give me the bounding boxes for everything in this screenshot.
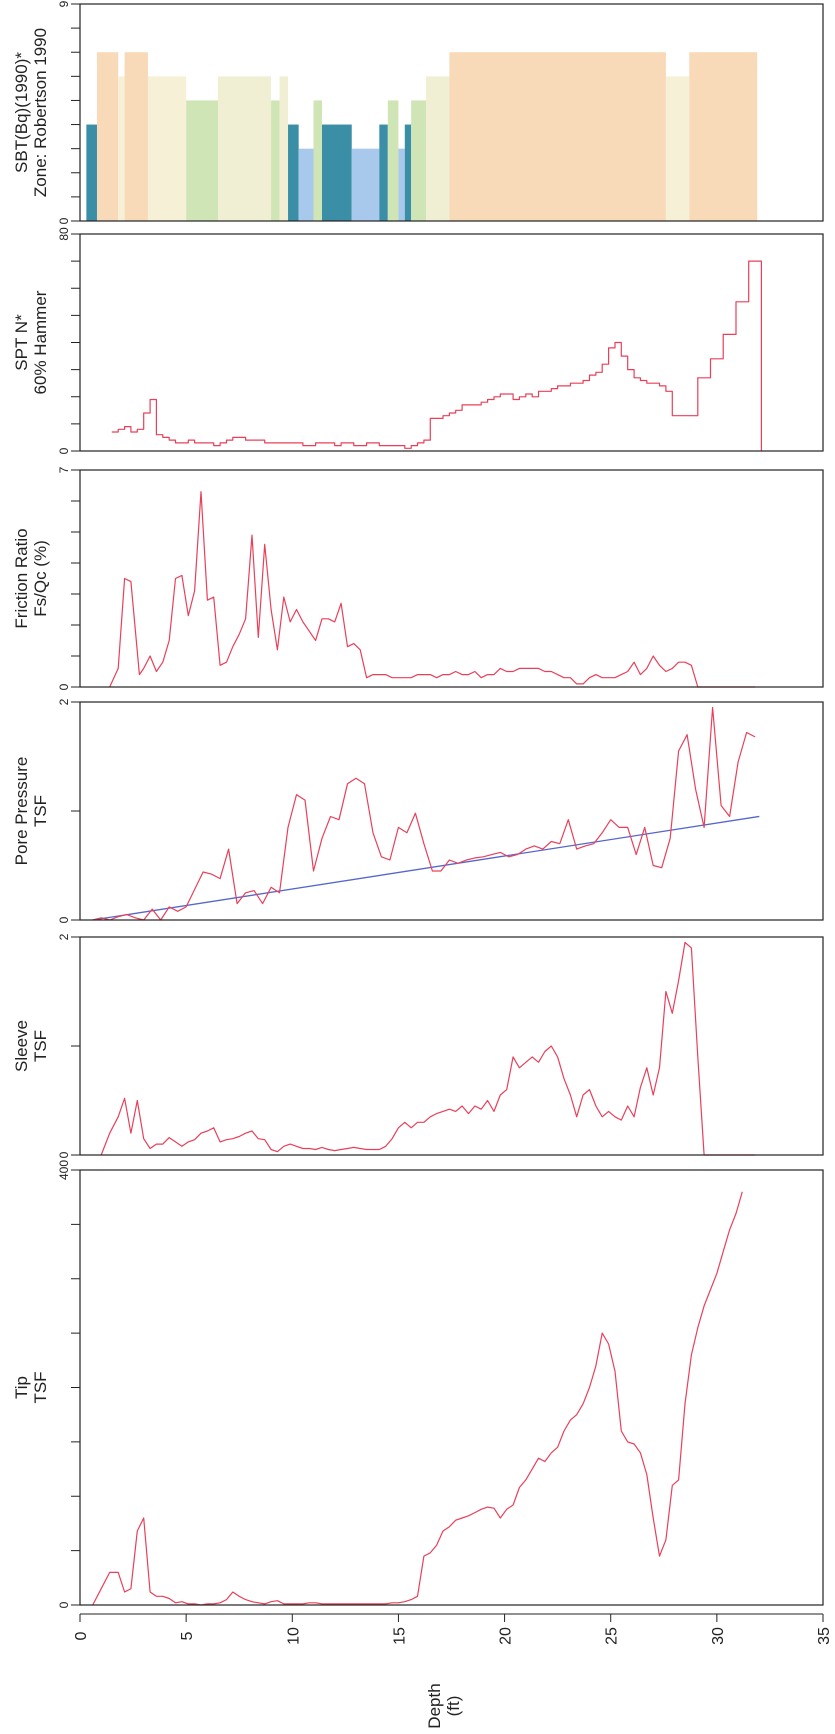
sleeve-tick-label: 2 <box>57 933 71 940</box>
depth-tick-label: 25 <box>604 1627 621 1645</box>
sleeve-axis-label: TSF <box>31 1030 50 1062</box>
sbt-zone-bar <box>351 148 380 221</box>
sbt-zone-bar <box>96 52 119 221</box>
sleeve-series-line <box>100 941 756 1156</box>
depth-tick-label: 0 <box>73 1631 90 1640</box>
sbt-tick-label: 9 <box>57 0 71 7</box>
spt-frame <box>79 233 824 452</box>
sbt-zone-bar <box>124 52 148 221</box>
spt-axis-label: SPT N* <box>12 314 31 371</box>
panel-spt: 0 80 SPT N* 60% Hammer <box>12 227 824 454</box>
pore-series-line <box>92 706 756 921</box>
tip-series-line <box>92 1191 743 1606</box>
tip-frame <box>79 1169 824 1606</box>
tip-axis-label: Tip <box>12 1376 31 1399</box>
sbt-tick-label: 0 <box>57 217 71 224</box>
panel-pore: 0 2 Pore Pressure TSF <box>12 698 824 923</box>
hydrostatic-line <box>92 815 760 921</box>
sbt-zone-bar <box>404 124 412 221</box>
sleeve-tick-label: 0 <box>57 1151 71 1158</box>
sbt-zone-bar <box>313 100 323 221</box>
pore-axis-label: Pore Pressure <box>12 757 31 866</box>
sbt-zone-bar <box>86 124 97 221</box>
pore-tick-label: 0 <box>57 916 71 923</box>
panel-friction: 0 7 Friction Ratio Fs/Qc (%) <box>12 466 824 690</box>
friction-tick-label: 0 <box>57 683 71 690</box>
spt-tick-label: 0 <box>57 447 71 454</box>
sbt-zone-bar <box>322 124 352 221</box>
panel-sbt: 0 9 SBT(Bq)(1990)* Zone: Robertson 1990 <box>12 0 824 224</box>
depth-tick-label: 15 <box>391 1627 408 1645</box>
pore-axis-label: TSF <box>31 795 50 827</box>
depth-tick-label: 10 <box>285 1627 302 1645</box>
sbt-zone-bar <box>398 148 405 221</box>
sbt-zone-bar <box>118 76 125 221</box>
friction-axis-label: Fs/Qc (%) <box>31 540 50 617</box>
panel-sleeve: 0 2 Sleeve TSF <box>12 933 824 1158</box>
sbt-zone-bar <box>288 124 299 221</box>
sbt-zone-bar <box>665 76 690 221</box>
depth-axis-label: (ft) <box>444 1696 463 1717</box>
panels-layer: 0 9 SBT(Bq)(1990)* Zone: Robertson 1990 0 80 S… <box>12 0 824 1608</box>
pore-tick-label: 2 <box>57 698 71 705</box>
tip-tick-label: 400 <box>57 1160 71 1180</box>
sbt-zone-bar <box>426 76 450 221</box>
friction-series-line <box>109 491 756 688</box>
sbt-zone-bar <box>217 76 272 221</box>
sbt-axis-label: SBT(Bq)(1990)* <box>12 52 31 173</box>
sbt-zone-bar <box>298 148 314 221</box>
friction-frame <box>79 469 824 688</box>
pore-frame <box>79 701 824 921</box>
depth-tick-label: 30 <box>710 1627 727 1645</box>
depth-axis: 0 5 10 15 20 25 30 35 Depth (ft) <box>73 1613 833 1729</box>
tip-tick-label: 0 <box>57 1601 71 1608</box>
spt-series-line <box>111 260 762 451</box>
sleeve-frame <box>79 936 824 1156</box>
sbt-zone-bar <box>279 76 289 221</box>
sbt-zone-bar <box>411 100 427 221</box>
sbt-frame <box>79 3 824 222</box>
depth-tick-label: 5 <box>179 1631 196 1640</box>
tip-axis-label: TSF <box>31 1371 50 1403</box>
sleeve-axis-label: Sleeve <box>12 1020 31 1072</box>
sbt-axis-label: Zone: Robertson 1990 <box>31 28 50 197</box>
sbt-zone-bar <box>379 124 388 221</box>
spt-axis-label: 60% Hammer <box>31 290 50 394</box>
sbt-zone-bar <box>387 100 399 221</box>
sbt-zone-bar <box>147 76 187 221</box>
spt-tick-label: 80 <box>57 227 71 241</box>
friction-tick-label: 7 <box>57 466 71 473</box>
sbt-zone-bar <box>186 100 218 221</box>
panel-tip: 0 400 Tip TSF <box>12 1160 824 1608</box>
depth-tick-label: 35 <box>816 1627 833 1645</box>
friction-axis-label: Friction Ratio <box>12 528 31 628</box>
sbt-zone-bar <box>689 52 758 221</box>
depth-tick-label: 20 <box>498 1627 515 1645</box>
sbt-zone-bar <box>271 100 280 221</box>
depth-axis-label: Depth <box>425 1683 444 1728</box>
sbt-zone-bar <box>449 52 666 221</box>
